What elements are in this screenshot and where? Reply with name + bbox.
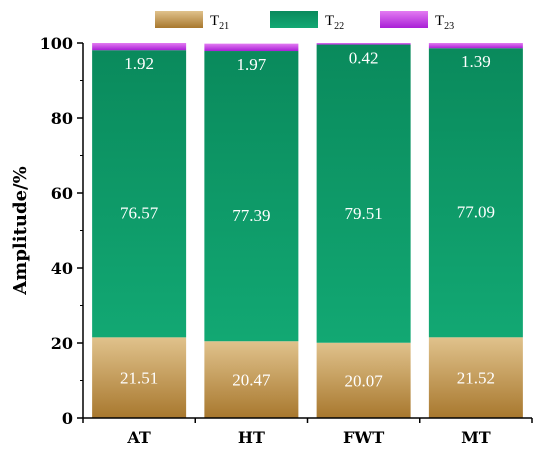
- y-tick-label-80: 80: [51, 109, 73, 128]
- data-label-ht-t23: 1.97: [237, 55, 267, 74]
- bar-at-t23: [92, 43, 187, 51]
- bar-mt-t23: [428, 43, 523, 49]
- axes: AT HT FWT MT 0 20 40 60 80 100 Amplitude/%: [10, 34, 533, 447]
- data-labels: 21.51 76.57 1.92 20.47 77.39 1.97 20.07 79.51 0.…: [120, 49, 495, 391]
- y-tick-label-0: 0: [62, 409, 73, 428]
- data-label-fwt-t23: 0.42: [349, 49, 379, 68]
- bar-at-t22: [92, 50, 187, 338]
- legend-label-t22: T22: [325, 13, 344, 32]
- bar-fwt-t23: [316, 43, 411, 45]
- bar-ht-t22: [204, 51, 299, 342]
- x-tick-label-at: AT: [126, 428, 151, 447]
- bar-at-t21: [92, 337, 187, 418]
- bar-fwt-t22: [316, 44, 411, 343]
- bar-ht-t21: [204, 341, 299, 418]
- x-tick-label-ht: HT: [238, 428, 265, 447]
- data-label-mt-t21: 21.52: [457, 369, 495, 388]
- bar-mt-t22: [428, 48, 523, 338]
- legend-label-t23: T23: [435, 13, 454, 32]
- legend-swatch-t22: [270, 11, 318, 28]
- legend-swatch-t23: [380, 11, 428, 28]
- bar-fwt-t21: [316, 342, 411, 418]
- data-label-fwt-t21: 20.07: [345, 371, 384, 390]
- data-label-ht-t21: 20.47: [232, 371, 271, 390]
- legend-swatch-t21: [155, 11, 203, 28]
- data-label-mt-t23: 1.39: [461, 52, 491, 71]
- legend-label-t21: T21: [210, 13, 229, 32]
- data-label-ht-t22: 77.39: [232, 206, 270, 225]
- y-tick-label-40: 40: [51, 259, 73, 278]
- bars: [92, 43, 523, 418]
- y-tick-label-100: 100: [40, 34, 73, 53]
- legend: T21 T22 T23: [155, 11, 454, 32]
- x-tick-label-mt: MT: [461, 428, 491, 447]
- data-label-mt-t22: 77.09: [457, 203, 495, 222]
- data-label-at-t23: 1.92: [124, 54, 154, 73]
- bar-mt-t21: [428, 337, 523, 418]
- data-label-at-t21: 21.51: [120, 369, 158, 388]
- x-tick-label-fwt: FWT: [343, 428, 384, 447]
- y-tick-label-60: 60: [51, 184, 73, 203]
- data-label-fwt-t22: 79.51: [345, 204, 383, 223]
- y-tick-label-20: 20: [51, 334, 73, 353]
- y-axis-title: Amplitude/%: [10, 166, 31, 295]
- bar-ht-t23: [204, 43, 299, 52]
- data-label-at-t22: 76.57: [120, 203, 159, 222]
